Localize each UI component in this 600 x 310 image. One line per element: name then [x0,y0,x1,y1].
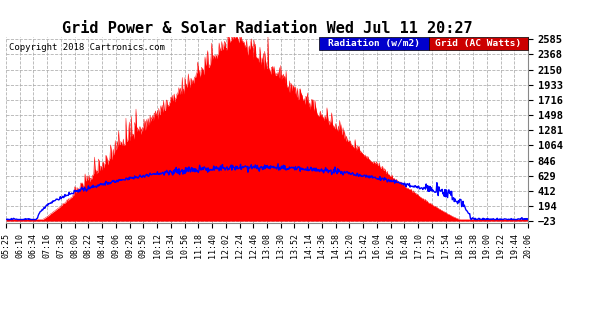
Text: Radiation (w/m2): Radiation (w/m2) [328,39,420,48]
Text: Copyright 2018 Cartronics.com: Copyright 2018 Cartronics.com [8,43,164,52]
FancyBboxPatch shape [319,37,429,50]
Title: Grid Power & Solar Radiation Wed Jul 11 20:27: Grid Power & Solar Radiation Wed Jul 11 … [62,21,472,36]
Text: Grid (AC Watts): Grid (AC Watts) [435,39,521,48]
FancyBboxPatch shape [429,37,528,50]
